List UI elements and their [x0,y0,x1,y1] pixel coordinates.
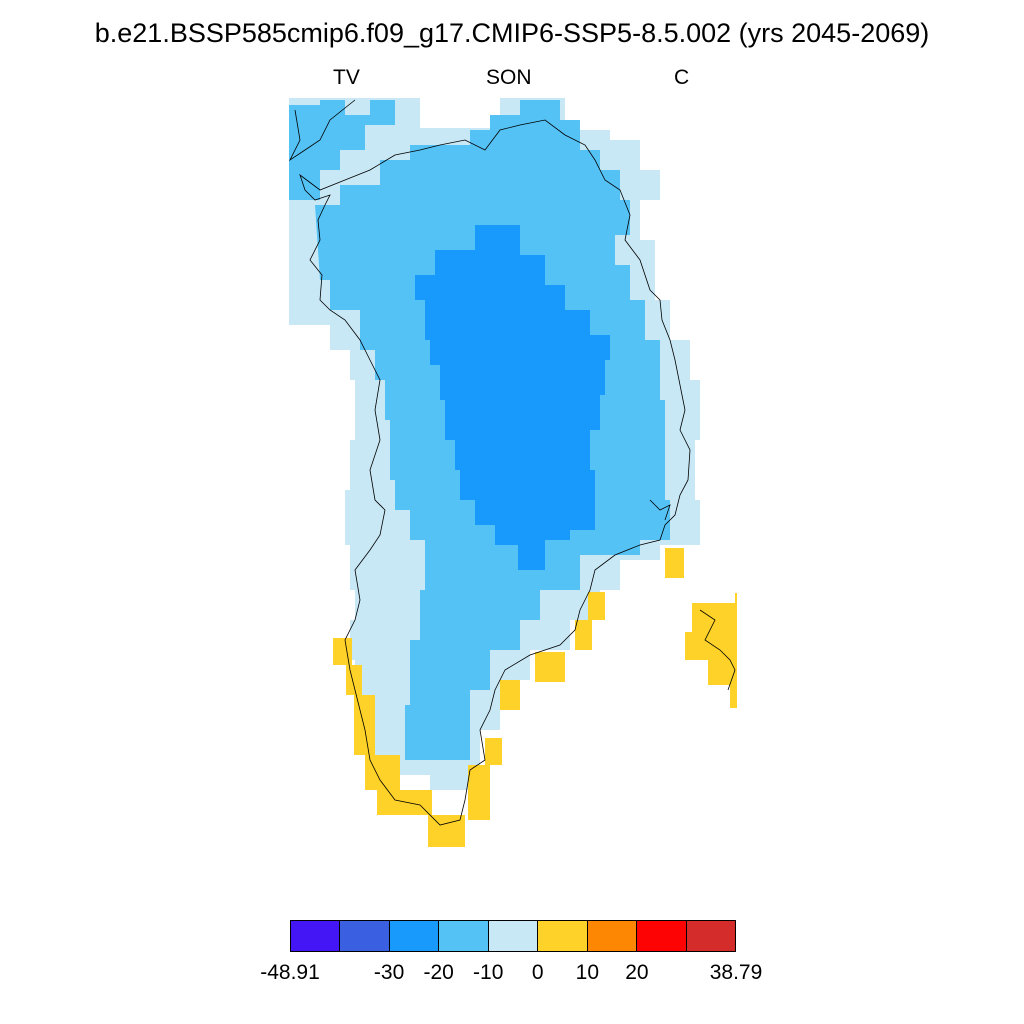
coastline [288,99,736,826]
colorbar-box-3 [439,921,489,951]
field-medium-nw-patch [289,100,395,200]
colorbar-tick-label: -20 [423,961,454,984]
colorbar-box-1 [340,921,390,951]
units-label: C [674,66,690,89]
colorbar-tick-label: 0 [531,961,544,984]
colorbar-box-7 [637,921,687,951]
colorbar-box-8 [686,921,735,951]
colorbar-box-2 [389,921,440,951]
colorbar-tick-label: -48.91 [260,961,320,984]
colorbar-box-5 [538,921,588,951]
colorbar-box-0 [291,921,341,951]
colorbar-tick-label: -10 [473,961,504,984]
colorbar-tick-label: 38.79 [709,961,763,984]
field-positive-patches [333,548,737,847]
plot-title: b.e21.BSSP585cmip6.f09_g17.CMIP6-SSP5-8.… [94,18,930,48]
colorbar [290,920,736,952]
colorbar-tick-label: 20 [625,961,649,984]
colorbar-box-4 [488,921,539,951]
colorbar-box-6 [587,921,638,951]
season-label: SON [486,66,532,89]
field-dark-core [415,225,610,570]
colorbar-tick-label: 10 [575,961,600,984]
colorbar-tick-label: -30 [373,961,405,984]
variable-label: TV [333,66,360,89]
